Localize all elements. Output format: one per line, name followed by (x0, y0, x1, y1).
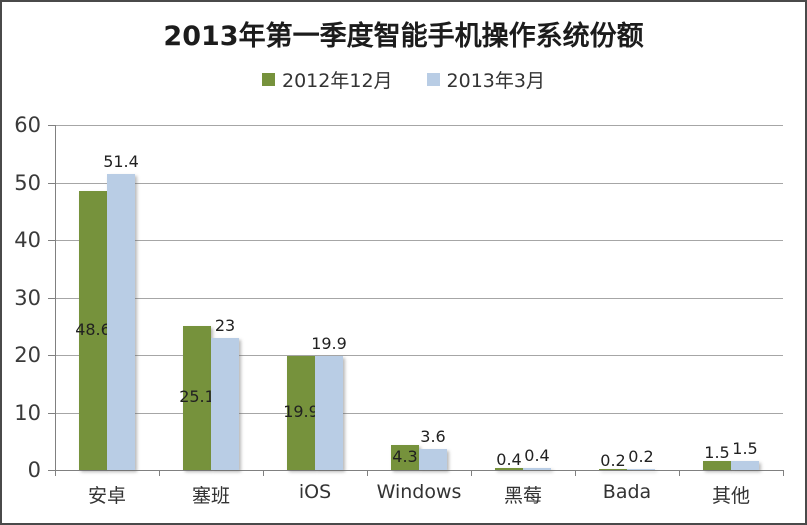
x-category-label-1: 塞班 (191, 485, 230, 507)
bar-series1-cat5 (627, 469, 655, 470)
y-axis-tick-40 (48, 240, 55, 241)
value-label-series1-cat3: 3.6 (420, 427, 446, 446)
y-axis-tick-10 (48, 413, 55, 414)
value-label-series0-cat1: 25.1 (179, 387, 215, 406)
bar-series0-cat3 (391, 445, 419, 470)
y-tick-label-20: 20 (14, 343, 41, 367)
value-label-series1-cat5: 0.2 (628, 447, 654, 466)
bar-series0-cat1 (183, 326, 211, 470)
value-label-series1-cat1: 23 (214, 316, 236, 335)
x-category-label-3: Windows (376, 481, 462, 503)
x-category-label-2: iOS (298, 481, 332, 503)
value-label-series0-cat5: 0.2 (600, 451, 626, 470)
bar-series1-cat0 (107, 174, 135, 470)
legend-swatch-icon (262, 73, 275, 86)
value-label-series0-cat6: 1.5 (704, 443, 730, 462)
bar-series0-cat4 (495, 468, 523, 470)
x-axis-tick-3 (367, 470, 368, 476)
gridline-40 (56, 240, 783, 241)
y-axis-tick-50 (48, 183, 55, 184)
x-category-label-6: 其他 (711, 485, 750, 507)
value-label-series1-cat6: 1.5 (732, 439, 758, 458)
value-label-series0-cat3: 4.3 (392, 447, 418, 466)
x-axis-tick-4 (471, 470, 472, 476)
x-axis-line (55, 470, 783, 471)
legend-label: 2012年12月 (282, 70, 393, 92)
value-label-series1-cat4: 0.4 (524, 446, 550, 465)
x-axis-tick-7 (783, 470, 784, 476)
x-axis-tick-6 (679, 470, 680, 476)
bar-series1-cat1 (211, 338, 239, 470)
legend-item-1: 2013年3月 (426, 66, 545, 93)
x-axis-tick-5 (575, 470, 576, 476)
gridline-50 (56, 183, 783, 184)
y-tick-label-60: 60 (14, 113, 41, 137)
bar-series1-cat2 (315, 356, 343, 470)
x-category-label-5: Bada (602, 481, 652, 503)
legend-item-0: 2012年12月 (262, 66, 393, 93)
bar-series0-cat5 (599, 469, 627, 470)
bar-series0-cat0 (79, 191, 107, 470)
gridline-30 (56, 298, 783, 299)
y-tick-label-50: 50 (14, 171, 41, 195)
x-category-label-0: 安卓 (87, 485, 126, 507)
y-tick-label-40: 40 (14, 228, 41, 252)
y-tick-label-10: 10 (14, 401, 41, 425)
bar-series1-cat3 (419, 449, 447, 470)
bar-series0-cat6 (703, 461, 731, 470)
y-axis-tick-0 (48, 470, 55, 471)
value-label-series0-cat0: 48.6 (75, 320, 111, 339)
gridline-60 (56, 125, 783, 126)
gridline-20 (56, 355, 783, 356)
legend-label: 2013年3月 (446, 70, 545, 92)
x-axis-tick-0 (55, 470, 56, 476)
value-label-series0-cat2: 19.9 (283, 402, 319, 421)
y-tick-label-30: 30 (14, 286, 41, 310)
bar-series0-cat2 (287, 356, 315, 470)
chart-title: 2013年第一季度智能手机操作系统份额 (163, 21, 644, 52)
y-axis-line (55, 125, 56, 476)
legend: 2012年12月 2013年3月 (2, 66, 805, 93)
x-category-label-4: 黑莓 (503, 485, 542, 507)
legend-swatch-icon (426, 73, 440, 86)
y-tick-label-0: 0 (27, 458, 41, 482)
x-axis-tick-2 (263, 470, 264, 476)
y-axis-tick-20 (48, 355, 55, 356)
value-label-series0-cat4: 0.4 (496, 450, 522, 469)
y-axis-tick-60 (48, 125, 55, 126)
bar-series1-cat4 (523, 468, 551, 470)
bar-series1-cat6 (731, 461, 759, 470)
gridline-10 (56, 413, 783, 414)
y-axis-tick-30 (48, 298, 55, 299)
value-label-series1-cat0: 51.4 (103, 152, 139, 171)
value-label-series1-cat2: 19.9 (311, 334, 347, 353)
x-axis-tick-1 (159, 470, 160, 476)
